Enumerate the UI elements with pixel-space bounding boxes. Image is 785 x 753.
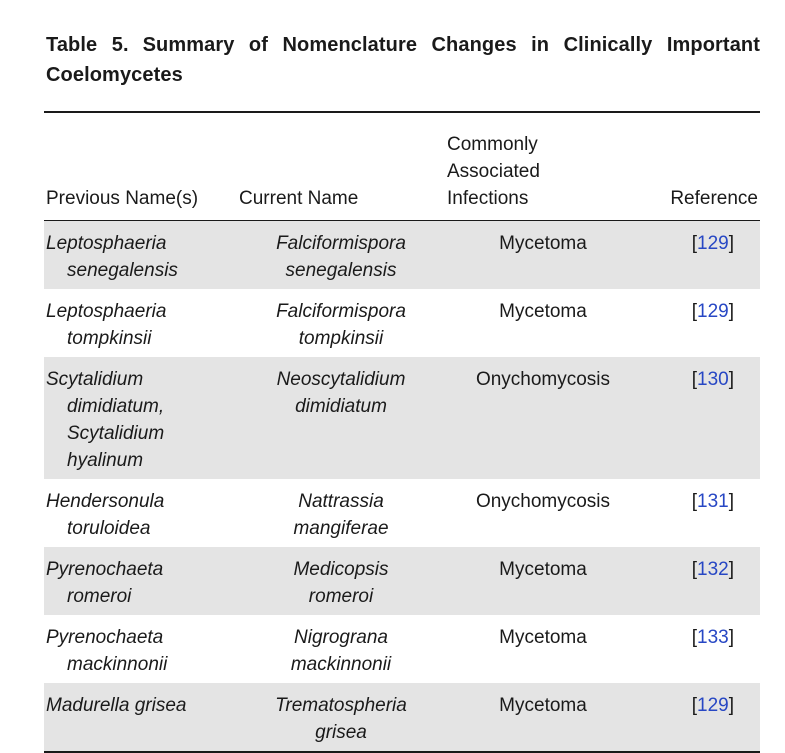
cell-current-name: Nigrograna mackinnonii [237,615,445,683]
reference-link[interactable]: 130 [697,369,729,390]
cell-previous-name: Madurella grisea [44,683,237,752]
reference-bracket-open: [ [691,627,698,648]
cell-reference: [130] [641,357,760,479]
cell-previous-name: Hendersonula toruloidea [44,479,237,547]
table-row: Leptosphaeria senegalensis Falciformispora… [44,220,760,290]
table-label: Table 5. [46,34,129,56]
previous-name-line: mackinnonii [67,654,168,675]
previous-name-line: hyalinum [67,450,144,471]
nomenclature-table: Previous Name(s) Current Name Commonly A… [44,111,760,753]
table-row: Pyrenochaeta romeroi Medicopsis romeroi Myce… [44,547,760,615]
previous-name-line: senegalensis [67,260,178,281]
reference-link[interactable]: 131 [697,491,729,512]
reference-link[interactable]: 129 [697,233,729,254]
previous-name-line: Leptosphaeria [46,233,167,254]
previous-name-line: tompkinsii [67,328,152,349]
header-infections: Commonly Associated Infections [445,112,641,221]
current-name-line: senegalensis [285,260,397,281]
reference-bracket-close: ] [728,491,734,512]
header-previous-names: Previous Name(s) [46,188,199,209]
cell-current-name: Nattrassia mangiferae [237,479,445,547]
current-name-line: romeroi [308,586,374,607]
current-name-line: Falciformispora [276,233,406,254]
table-row: Scytalidium dimidiatum, Scytalidium hyalinu… [44,357,760,479]
cell-reference: [132] [641,547,760,615]
cell-infection: Mycetoma [499,695,587,716]
cell-previous-name: Leptosphaeria tompkinsii [44,289,237,357]
cell-previous-name: Scytalidium dimidiatum, Scytalidium hyalinu… [44,357,237,479]
cell-infection: Mycetoma [499,559,587,580]
header-reference: Reference [670,188,758,209]
header-current-name: Current Name [239,188,359,209]
cell-reference: [129] [641,683,760,752]
cell-current-name: Trematospheria grisea [237,683,445,752]
header-infections-line: Infections [447,188,529,209]
reference-link[interactable]: 129 [697,695,729,716]
header-infections-line: Commonly [447,134,538,155]
previous-name-line: Scytalidium [46,369,144,390]
reference-bracket-close: ] [728,369,734,390]
current-name-line: Medicopsis [293,559,389,580]
current-name-line: Neoscytalidium [276,369,406,390]
reference-bracket-close: ] [728,627,734,648]
cell-reference: [129] [641,221,760,290]
reference-bracket-close: ] [728,559,734,580]
reference-link[interactable]: 133 [697,627,729,648]
table-row: Hendersonula toruloidea Nattrassia mangifer… [44,479,760,547]
table-caption: Table 5. Summary of Nomenclature Changes … [46,30,760,90]
current-name-line: mangiferae [293,518,389,539]
cell-current-name: Medicopsis romeroi [237,547,445,615]
table-header-row: Previous Name(s) Current Name Commonly A… [44,112,760,221]
cell-previous-name: Leptosphaeria senegalensis [44,221,237,290]
reference-bracket-open: [ [691,491,698,512]
cell-current-name: Falciformispora senegalensis [237,221,445,290]
cell-infection: Onychomycosis [475,491,611,512]
current-name-line: grisea [315,722,367,743]
previous-name-line: Leptosphaeria [46,301,167,322]
header-infections-line: Associated [447,161,540,182]
previous-name-line: Madurella grisea [46,695,187,716]
reference-bracket-open: [ [691,695,698,716]
reference-bracket-open: [ [691,301,698,322]
table-title: Summary of Nomenclature Changes in Clini… [46,34,760,86]
cell-infection: Mycetoma [499,233,587,254]
current-name-line: mackinnonii [290,654,392,675]
previous-name-line: romeroi [67,586,132,607]
table-row: Leptosphaeria tompkinsii Falciformispora to… [44,289,760,357]
reference-link[interactable]: 132 [697,559,729,580]
reference-link[interactable]: 129 [697,301,729,322]
table-row: Pyrenochaeta mackinnonii Nigrograna mackinn… [44,615,760,683]
current-name-line: Falciformispora [276,301,406,322]
current-name-line: Nattrassia [298,491,384,512]
cell-infection: Onychomycosis [475,369,611,390]
current-name-line: Trematospheria [275,695,407,716]
previous-name-line: Hendersonula [46,491,165,512]
previous-name-line: Pyrenochaeta [46,627,164,648]
reference-bracket-close: ] [728,233,734,254]
cell-reference: [131] [641,479,760,547]
previous-name-line: dimidiatum, [67,396,165,417]
cell-previous-name: Pyrenochaeta mackinnonii [44,615,237,683]
reference-bracket-close: ] [728,301,734,322]
cell-current-name: Neoscytalidium dimidiatum [237,357,445,479]
table-body: Leptosphaeria senegalensis Falciformispora… [44,220,760,752]
previous-name-line: toruloidea [67,518,151,539]
reference-bracket-close: ] [728,695,734,716]
previous-name-line: Pyrenochaeta [46,559,164,580]
current-name-line: dimidiatum [295,396,387,417]
table-row: Madurella grisea Trematospheria grisea Myce… [44,683,760,752]
cell-infection: Mycetoma [499,627,587,648]
cell-current-name: Falciformispora tompkinsii [237,289,445,357]
reference-bracket-open: [ [691,559,698,580]
cell-reference: [133] [641,615,760,683]
current-name-line: tompkinsii [298,328,384,349]
previous-name-line: Scytalidium [67,423,165,444]
cell-previous-name: Pyrenochaeta romeroi [44,547,237,615]
reference-bracket-open: [ [691,233,698,254]
cell-reference: [129] [641,289,760,357]
reference-bracket-open: [ [691,369,698,390]
cell-infection: Mycetoma [499,301,587,322]
current-name-line: Nigrograna [294,627,388,648]
